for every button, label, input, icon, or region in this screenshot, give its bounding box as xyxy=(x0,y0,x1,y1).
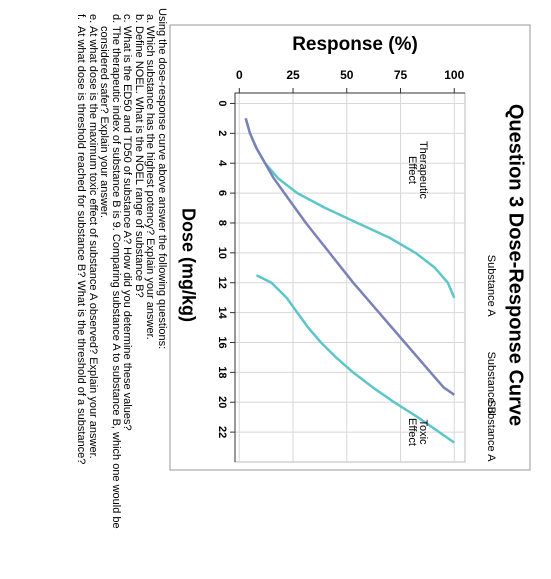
question: f. At what dose is threshold reached for … xyxy=(75,8,88,568)
question-text: Define NOEL. What is the NOEL range of s… xyxy=(133,26,145,298)
y-tick-label: 25 xyxy=(286,68,300,82)
x-axis-label: Dose (mg/kg) xyxy=(178,208,198,322)
legend-label: Substance A xyxy=(485,255,497,317)
chart-title: Question 3 Dose-Response Curve xyxy=(505,104,527,426)
x-tick-label: 22 xyxy=(216,426,228,438)
annotation: Effect xyxy=(406,156,418,184)
questions: Using the dose-response curve above answ… xyxy=(75,8,169,568)
x-tick-label: 10 xyxy=(216,247,228,259)
question: e. At what dose is the maximum toxic effe… xyxy=(87,8,99,568)
legend-label: Substance B xyxy=(485,352,497,414)
x-tick-label: 6 xyxy=(216,190,228,196)
question-letter: f. xyxy=(75,14,88,21)
question: a. Which substance has the highest potenc… xyxy=(144,8,157,568)
y-tick-label: 100 xyxy=(444,68,464,82)
x-tick-label: 18 xyxy=(216,366,228,378)
series-line xyxy=(244,118,456,396)
x-tick-label: 8 xyxy=(216,220,228,226)
x-tick-label: 0 xyxy=(216,100,228,106)
legend-label: Substance A xyxy=(485,400,497,462)
question-text: The therapeutic index of substance B is … xyxy=(98,26,123,529)
chart-frame xyxy=(169,24,531,471)
question-letter: a. xyxy=(144,14,157,24)
question-letter: e. xyxy=(87,14,99,24)
annotation: Toxic xyxy=(417,419,429,445)
x-tick-label: 14 xyxy=(216,306,228,319)
series-line xyxy=(255,274,456,444)
question-letter: d. xyxy=(110,14,122,24)
annotation: Effect xyxy=(406,418,418,446)
question: c. What is the ED50 and TD50 of substance… xyxy=(121,8,134,568)
y-tick-label: 50 xyxy=(340,68,354,82)
question-text: Which substance has the highest potency?… xyxy=(144,26,157,340)
x-tick-label: 16 xyxy=(216,336,228,348)
annotation: Therapeutic xyxy=(417,141,429,200)
y-tick-label: 0 xyxy=(236,68,243,82)
y-axis-label: Response (%) xyxy=(292,34,418,55)
x-tick-label: 4 xyxy=(216,160,228,167)
question-letter: b. xyxy=(133,14,145,24)
question-text: At what dose is threshold reached for su… xyxy=(75,26,88,465)
x-tick-label: 2 xyxy=(216,130,228,136)
x-tick-label: 20 xyxy=(216,396,228,408)
question: d. The therapeutic index of substance B i… xyxy=(98,8,123,568)
question: b. Define NOEL. What is the NOEL range of… xyxy=(133,8,145,568)
x-tick-label: 12 xyxy=(216,277,228,289)
question-text: What is the ED50 and TD50 of substance A… xyxy=(121,26,134,431)
question-letter: c. xyxy=(121,14,134,23)
y-tick-label: 75 xyxy=(394,68,408,82)
questions-intro: Using the dose-response curve above answ… xyxy=(156,8,168,350)
question-text: At what dose is the maximum toxic effect… xyxy=(87,26,99,459)
chart: Question 3 Dose-Response Curve Response … xyxy=(169,24,531,471)
